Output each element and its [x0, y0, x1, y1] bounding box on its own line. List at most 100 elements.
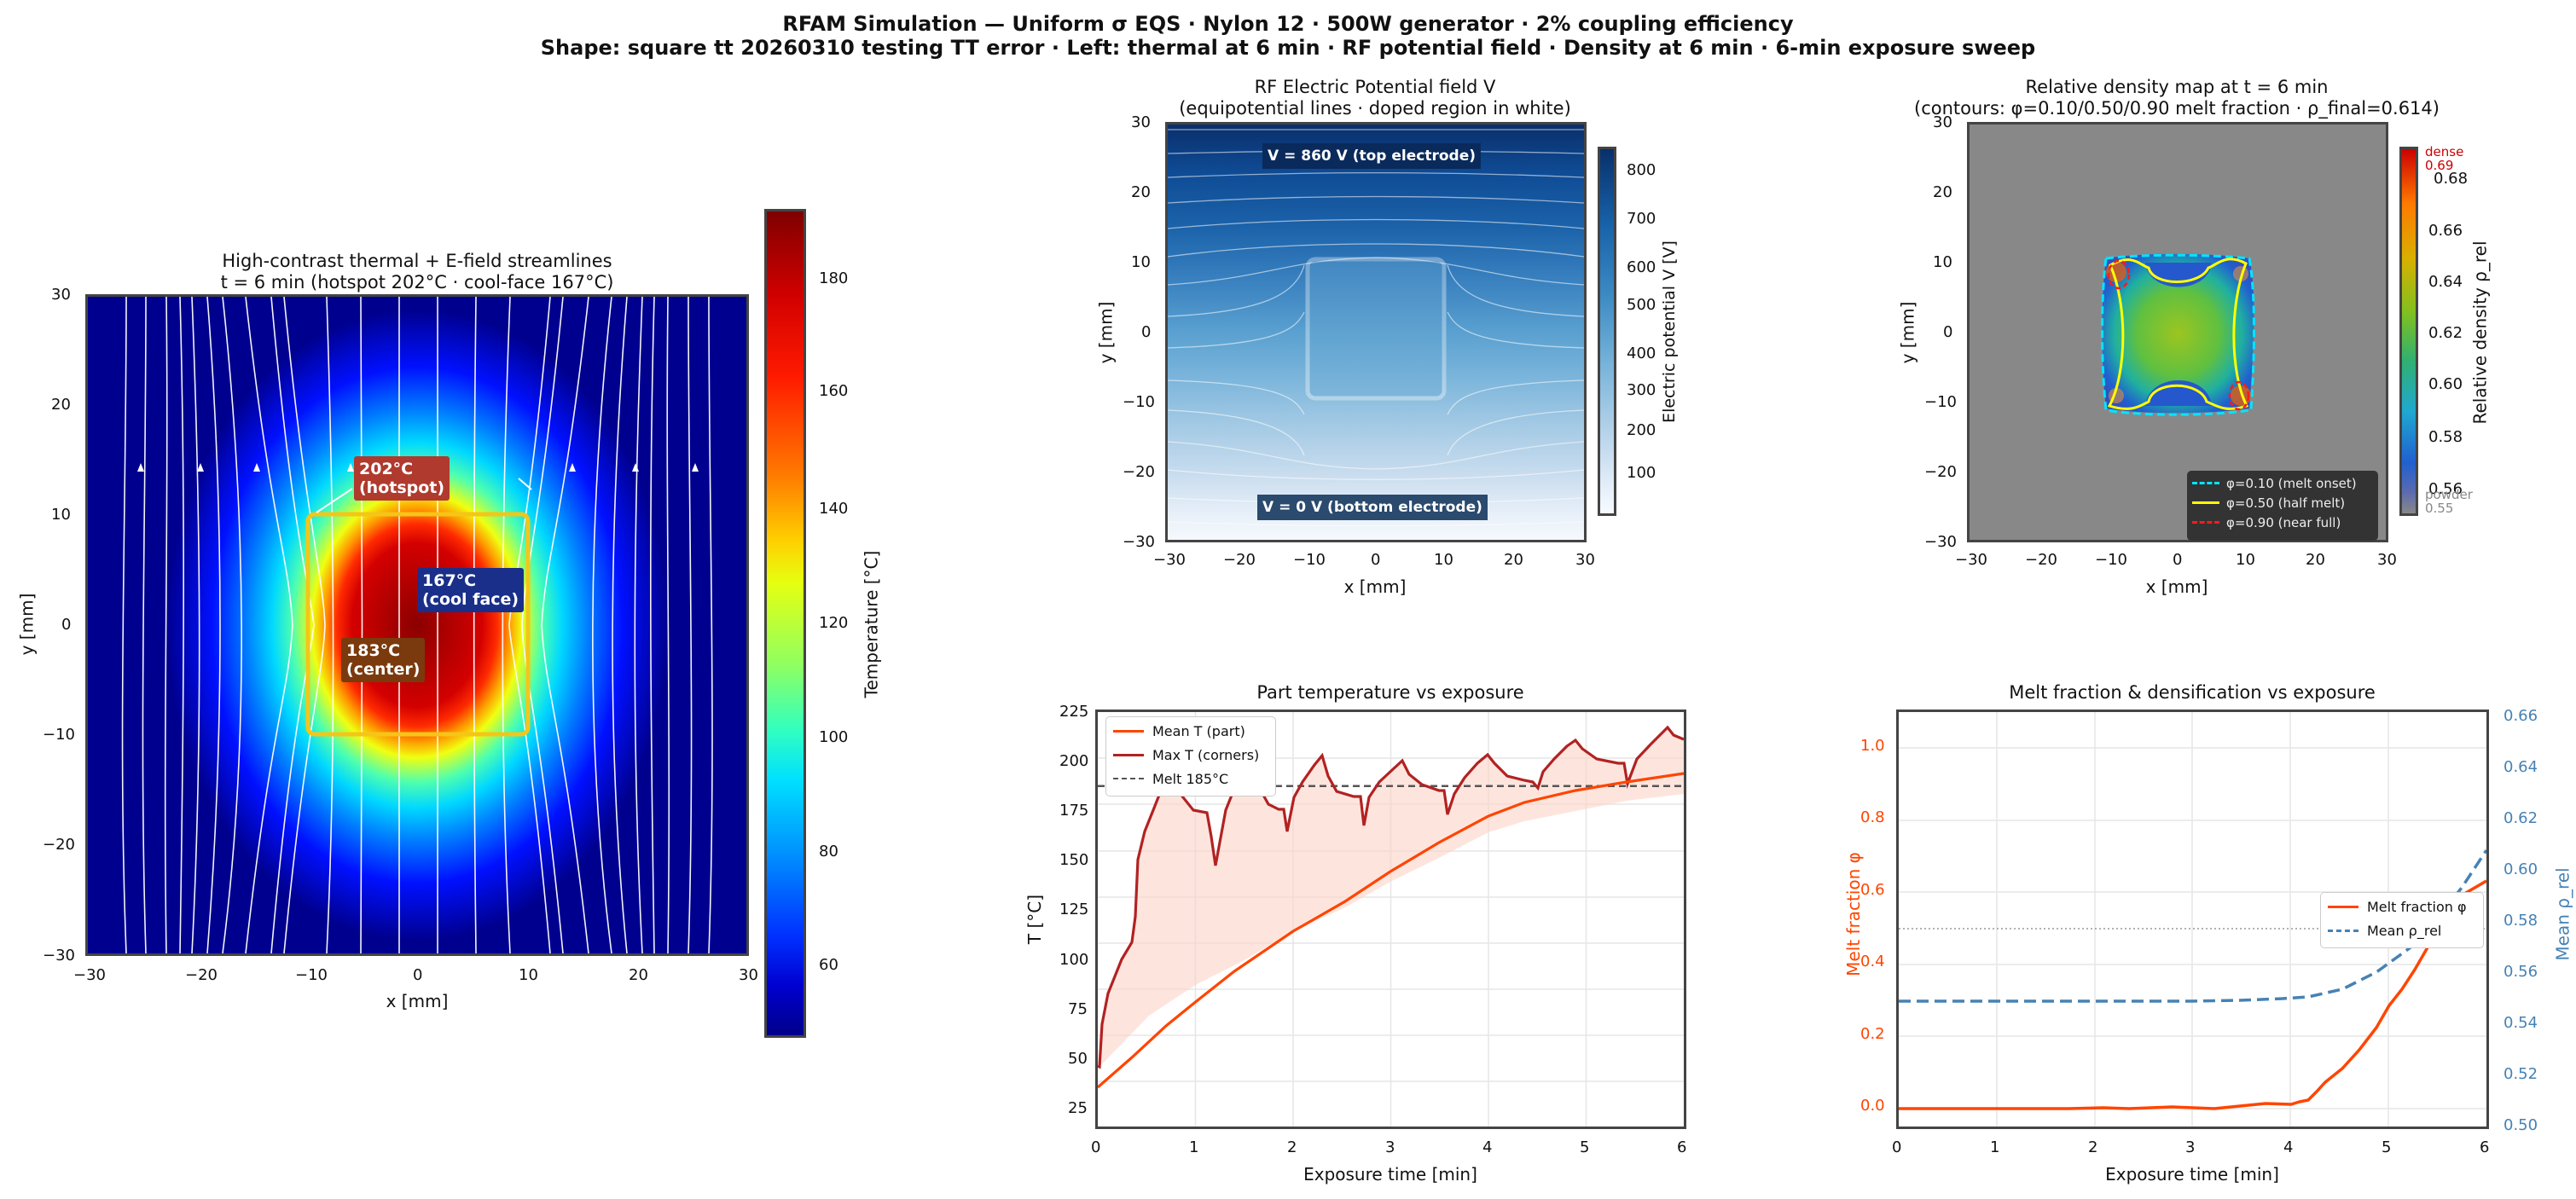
y-tick: 10 — [51, 506, 71, 524]
rf-title: RF Electric Potential field V (equipoten… — [1179, 77, 1571, 119]
cbar-tick: 200 — [1627, 421, 1656, 439]
legend-item: Melt 185°C — [1106, 767, 1275, 791]
x-tick: 5 — [1580, 1138, 1590, 1156]
y-tick: 20 — [51, 396, 71, 414]
density-legend: φ=0.10 (melt onset) φ=0.50 (half melt) φ… — [2187, 471, 2378, 541]
orange-line-icon — [1113, 729, 1144, 733]
x-tick: 30 — [739, 966, 758, 984]
temp-chart-plot — [1095, 710, 1686, 1129]
x-tick: 4 — [2283, 1138, 2294, 1156]
density-y-label: y [mm] — [1897, 301, 1918, 364]
x-tick: −20 — [2025, 551, 2057, 569]
y-tick: −30 — [1123, 533, 1155, 551]
legend-label: φ=0.50 (half melt) — [2226, 495, 2346, 511]
y-tick-right: 0.52 — [2503, 1065, 2538, 1083]
legend-label: φ=0.90 (near full) — [2226, 514, 2341, 530]
hotspot-temp: 202°C — [359, 460, 414, 478]
x-tick: −10 — [1293, 551, 1326, 569]
dashed-gray-line-icon — [1113, 778, 1144, 779]
x-tick: 20 — [2306, 551, 2325, 569]
y-tick: 0.2 — [1860, 1025, 1885, 1043]
hotspot-label: (hotspot) — [359, 478, 445, 497]
melt-chart-lines — [1899, 712, 2486, 1127]
center-temp: 183°C — [346, 641, 401, 660]
powder-text: powder — [2425, 487, 2473, 502]
legend-item: Max T (corners) — [1106, 743, 1275, 767]
dense-value: 0.69 — [2425, 158, 2454, 173]
temp-chart-title: Part temperature vs exposure — [1256, 682, 1524, 703]
y-tick: 0 — [1943, 323, 1953, 341]
dashed-cyan-line-icon — [2192, 482, 2219, 484]
y-tick: 125 — [1059, 901, 1089, 918]
x-tick: 2 — [1287, 1138, 1297, 1156]
density-title: Relative density map at t = 6 min (conto… — [1914, 77, 2440, 119]
temp-y-label: T [°C] — [1024, 894, 1046, 945]
cbar-tick: 300 — [1627, 381, 1656, 399]
x-tick: 0 — [1892, 1138, 1902, 1156]
top-electrode-label: V = 860 V (top electrode) — [1262, 143, 1482, 169]
x-tick: −10 — [2095, 551, 2127, 569]
x-tick: 30 — [1575, 551, 1595, 569]
y-tick: 20 — [1933, 183, 1952, 201]
part-outline — [305, 512, 531, 737]
center-label: (center) — [346, 660, 421, 679]
cbar-tick: 600 — [1627, 258, 1656, 276]
legend-item: Mean T (part) — [1106, 719, 1275, 743]
dashed-blue-line-icon — [2328, 929, 2358, 932]
orange-line-icon — [2328, 905, 2358, 908]
x-tick: −20 — [185, 966, 218, 984]
cbar-tick: 140 — [819, 500, 849, 518]
density-map — [1967, 122, 2388, 542]
legend-item: Melt fraction φ — [2321, 895, 2483, 918]
x-tick: 3 — [1385, 1138, 1395, 1156]
melt-chart-legend: Melt fraction φ Mean ρ_rel — [2320, 892, 2484, 948]
equipotential-lines — [1168, 129, 1584, 527]
x-tick: 0 — [2173, 551, 2183, 569]
cbar-tick: 700 — [1627, 210, 1656, 228]
coolface-annotation: 167°C (cool face) — [417, 568, 525, 612]
thermal-heatmap — [85, 294, 749, 956]
solid-yellow-line-icon — [2192, 501, 2219, 504]
legend-label: Max T (corners) — [1152, 746, 1260, 763]
legend-item: φ=0.10 (melt onset) — [2187, 473, 2378, 493]
y-tick: 30 — [1131, 113, 1151, 131]
legend-label: Mean T (part) — [1152, 722, 1245, 739]
rf-potential-map — [1165, 122, 1587, 542]
center-annotation: 183°C (center) — [341, 638, 426, 682]
legend-item: φ=0.50 (half melt) — [2187, 493, 2378, 513]
dashed-red-line-icon — [2192, 521, 2219, 524]
rf-title-line2: (equipotential lines · doped region in w… — [1179, 98, 1571, 119]
x-tick: 0 — [1091, 1138, 1101, 1156]
cbar-tick: 0.66 — [2428, 222, 2463, 240]
temp-chart-legend: Mean T (part) Max T (corners) Melt 185°C — [1105, 716, 1276, 796]
y-tick: −20 — [1924, 463, 1957, 481]
doped-region-outline — [1305, 257, 1447, 401]
y-tick: 225 — [1059, 703, 1089, 721]
cbar-tick: 60 — [819, 956, 838, 974]
cbar-tick: 160 — [819, 382, 849, 400]
temp-x-label: Exposure time [min] — [1303, 1164, 1477, 1185]
y-tick-right: 0.56 — [2503, 963, 2538, 981]
density-cbar-dense-label: dense 0.69 — [2425, 145, 2463, 172]
y-tick: 0 — [1141, 323, 1152, 341]
y-tick-right: 0.62 — [2503, 809, 2538, 827]
x-tick: 1 — [1189, 1138, 1199, 1156]
density-colorbar-label: Relative density ρ_rel — [2469, 240, 2491, 425]
y-tick: 1.0 — [1860, 737, 1885, 755]
figure-title-line2: Shape: square tt 20260310 testing TT err… — [540, 36, 2036, 60]
density-contours — [2101, 253, 2255, 416]
coolface-label: (cool face) — [422, 590, 519, 609]
y-tick: 20 — [1131, 183, 1151, 201]
cbar-tick: 120 — [819, 614, 849, 632]
density-colorbar — [2399, 147, 2418, 516]
cbar-tick: 0.68 — [2434, 170, 2469, 188]
dense-text: dense — [2425, 144, 2464, 159]
legend-label: Melt 185°C — [1152, 770, 1229, 787]
cbar-tick: 0.58 — [2428, 428, 2463, 446]
x-tick: 4 — [1482, 1138, 1493, 1156]
y-tick: −10 — [1924, 393, 1957, 411]
cbar-tick: 0.60 — [2428, 375, 2463, 393]
y-tick-right: 0.66 — [2503, 707, 2538, 725]
bottom-electrode-label: V = 0 V (bottom electrode) — [1257, 495, 1488, 520]
coolface-temp: 167°C — [422, 571, 477, 590]
